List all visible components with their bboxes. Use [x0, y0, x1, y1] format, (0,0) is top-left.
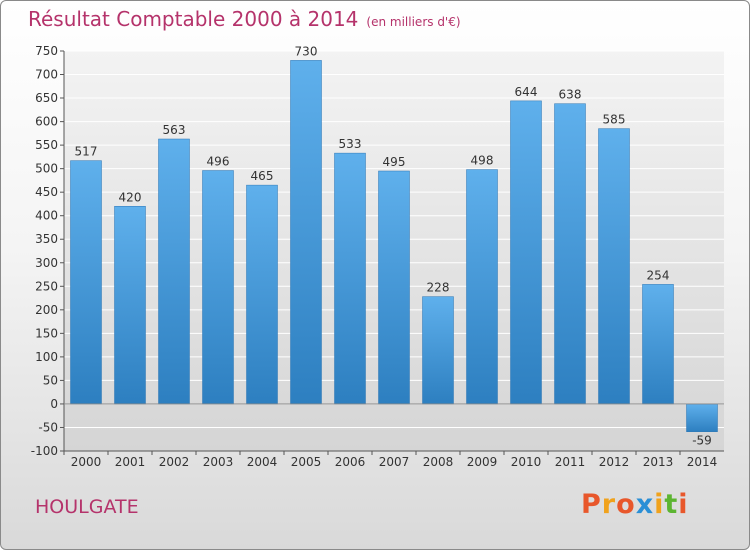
- y-tick-label: 650: [35, 91, 58, 105]
- value-label-2002: 563: [163, 123, 186, 137]
- logo-letter: i: [678, 489, 689, 520]
- y-tick-label: 400: [35, 209, 58, 223]
- x-tick-label-2000: 2000: [71, 455, 102, 469]
- bar-2004: [246, 184, 278, 405]
- logo-letter: P: [581, 489, 602, 520]
- y-tick-label: 550: [35, 138, 58, 152]
- city-name: HOULGATE: [35, 496, 139, 518]
- bar-2014: [686, 403, 718, 432]
- x-tick-label-2001: 2001: [115, 455, 146, 469]
- x-tick-label-2008: 2008: [423, 455, 454, 469]
- y-tick-label: 750: [35, 44, 58, 58]
- x-tick-label-2011: 2011: [555, 455, 586, 469]
- x-tick-label-2012: 2012: [599, 455, 630, 469]
- proxiti-logo[interactable]: Proxiti: [581, 489, 689, 520]
- logo-letter: i: [654, 489, 665, 520]
- y-tick-label: 200: [35, 303, 58, 317]
- x-tick-label-2003: 2003: [203, 455, 234, 469]
- value-label-2014: -59: [692, 434, 712, 448]
- y-tick-label: 0: [50, 397, 58, 411]
- bars-group: [70, 60, 718, 432]
- value-label-2008: 228: [427, 281, 450, 295]
- logo-letter: t: [664, 489, 679, 520]
- value-label-2011: 638: [559, 88, 582, 102]
- chart-title: Résultat Comptable 2000 à 2014 (en millie…: [28, 7, 461, 31]
- x-tick-label-2007: 2007: [379, 455, 410, 469]
- x-tick-label-2002: 2002: [159, 455, 190, 469]
- y-tick-label: 350: [35, 232, 58, 246]
- bar-2011: [554, 103, 586, 405]
- x-tick-label-2014: 2014: [687, 455, 718, 469]
- y-tick-label: 100: [35, 350, 58, 364]
- x-tick-label-2010: 2010: [511, 455, 542, 469]
- bar-2012: [598, 128, 630, 405]
- value-label-2009: 498: [471, 154, 494, 168]
- value-label-2000: 517: [75, 145, 98, 159]
- logo-letter: r: [601, 489, 617, 520]
- bar-2010: [510, 100, 542, 405]
- x-tick-label-2005: 2005: [291, 455, 322, 469]
- value-label-2007: 495: [383, 155, 406, 169]
- axes: [63, 51, 724, 452]
- y-tick-label: 600: [35, 115, 58, 129]
- value-label-2004: 465: [251, 169, 274, 183]
- value-label-2003: 496: [207, 155, 230, 169]
- x-tick-label-2013: 2013: [643, 455, 674, 469]
- y-tick-label: 250: [35, 279, 58, 293]
- logo-letter: x: [635, 489, 655, 520]
- title-unit: (en milliers d'€): [366, 15, 461, 29]
- y-tick-label: -50: [38, 420, 58, 434]
- x-tick-label-2009: 2009: [467, 455, 498, 469]
- value-label-2012: 585: [603, 113, 626, 127]
- y-tick-label: 300: [35, 256, 58, 270]
- bar-2007: [378, 170, 410, 405]
- y-tick-label: 700: [35, 68, 58, 82]
- bar-2006: [334, 152, 366, 405]
- x-tick-label-2004: 2004: [247, 455, 278, 469]
- bar-2002: [158, 138, 190, 405]
- value-labels: 517 420 563 496 465 730 533 495 228 498 644 638 585 2…: [75, 44, 712, 447]
- x-tick-labels: 2000 2001 2002 2003 2004 2005 2006 2007 2008 2009…: [71, 455, 718, 469]
- value-label-2005: 730: [295, 44, 318, 58]
- value-label-2013: 254: [647, 268, 670, 282]
- x-tick-label-2006: 2006: [335, 455, 366, 469]
- bar-2005: [290, 60, 322, 405]
- bar-2003: [202, 170, 234, 405]
- value-label-2010: 644: [515, 85, 538, 99]
- bar-2000: [70, 160, 102, 405]
- logo-letter: o: [616, 489, 636, 520]
- y-tick-label: 500: [35, 162, 58, 176]
- y-tick-labels: 7507006506005505004504003503002502001501…: [31, 44, 58, 458]
- bar-2013: [642, 284, 674, 405]
- bar-2001: [114, 206, 146, 405]
- y-tick-label: -100: [31, 444, 58, 458]
- title-text: Résultat Comptable 2000 à 2014: [28, 7, 359, 31]
- bar-2009: [466, 169, 498, 405]
- y-tick-label: 150: [35, 326, 58, 340]
- y-tick-label: 450: [35, 185, 58, 199]
- value-label-2001: 420: [119, 190, 142, 204]
- y-tick-label: 50: [43, 373, 58, 387]
- value-label-2006: 533: [339, 137, 362, 151]
- bar-2008: [422, 296, 454, 405]
